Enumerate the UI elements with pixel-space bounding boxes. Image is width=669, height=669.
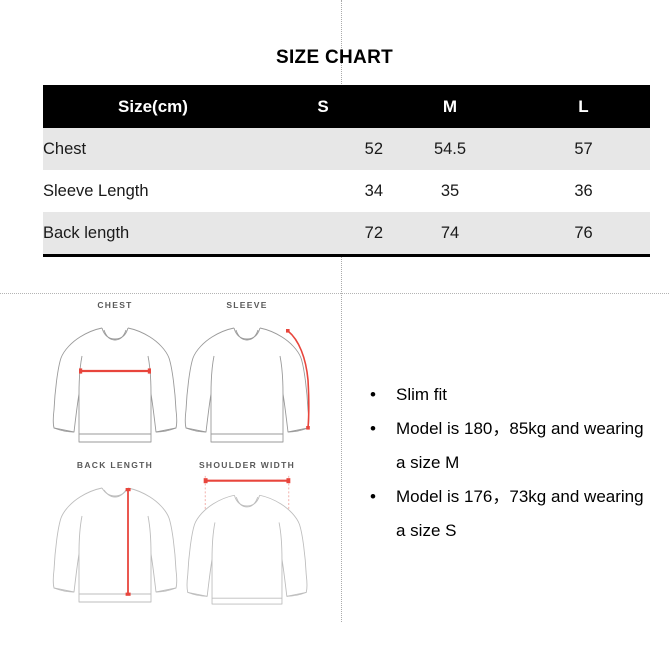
cell-chest-s: 52: [263, 128, 383, 170]
sweatshirt-back-length-measure-icon: [52, 487, 178, 603]
note-text-slim-fit: Slim fit: [396, 385, 447, 404]
list-item: • Model is 176，73kg and wearing a size S: [366, 480, 656, 548]
horizontal-guide-line: [0, 293, 669, 294]
note-text-model-s: Model is 176，73kg and wearing a size S: [396, 487, 644, 540]
diagram-label-back-length: BACK LENGTH: [76, 460, 154, 470]
fit-notes: • Slim fit • Model is 180，85kg and weari…: [366, 378, 656, 548]
bullet-icon: •: [370, 487, 376, 506]
cell-back-length-m: 74: [383, 212, 517, 254]
diagram-sleeve: SLEEVE: [172, 300, 322, 460]
note-text-model-m: Model is 180，85kg and wearing a size M: [396, 419, 644, 472]
cell-sleeve-length-l: 36: [517, 170, 650, 212]
column-header-l: L: [517, 85, 650, 128]
row-label-chest: Chest: [43, 128, 263, 170]
table-row: Back length 72 74 76: [43, 212, 650, 254]
diagram-label-shoulder-width: SHOULDER WIDTH: [198, 460, 296, 470]
size-table-container: Size(cm) S M L Chest 52 54.5 57 Sleeve L…: [43, 85, 650, 257]
diagram-chest: CHEST: [40, 300, 190, 460]
cell-back-length-l: 76: [517, 212, 650, 254]
sweatshirt-sleeve-measure-icon: [184, 327, 310, 443]
table-header-row: Size(cm) S M L: [43, 85, 650, 128]
cell-chest-m: 54.5: [383, 128, 517, 170]
cell-back-length-s: 72: [263, 212, 383, 254]
fit-notes-list: • Slim fit • Model is 180，85kg and weari…: [366, 378, 656, 548]
diagram-label-chest: CHEST: [97, 300, 133, 310]
list-item: • Model is 180，85kg and wearing a size M: [366, 412, 656, 480]
table-row: Chest 52 54.5 57: [43, 128, 650, 170]
column-header-s: S: [263, 85, 383, 128]
cell-chest-l: 57: [517, 128, 650, 170]
sweatshirt-shoulder-width-measure-icon: [186, 475, 308, 605]
column-header-size: Size(cm): [43, 85, 263, 128]
page-title: SIZE CHART: [276, 47, 393, 68]
cell-sleeve-length-m: 35: [383, 170, 517, 212]
vertical-guide-line: [341, 0, 342, 622]
size-table-body: Chest 52 54.5 57 Sleeve Length 34 35 36 …: [43, 128, 650, 254]
row-label-sleeve-length: Sleeve Length: [43, 170, 263, 212]
cell-sleeve-length-s: 34: [263, 170, 383, 212]
list-item: • Slim fit: [366, 378, 656, 412]
column-header-m: M: [383, 85, 517, 128]
bullet-icon: •: [370, 385, 376, 404]
size-table: Size(cm) S M L Chest 52 54.5 57 Sleeve L…: [43, 85, 650, 254]
diagram-label-sleeve: SLEEVE: [226, 300, 268, 310]
row-label-back-length: Back length: [43, 212, 263, 254]
diagram-shoulder-width: SHOULDER WIDTH: [172, 460, 322, 620]
table-row: Sleeve Length 34 35 36: [43, 170, 650, 212]
size-table-header: Size(cm) S M L: [43, 85, 650, 128]
diagram-back-length: BACK LENGTH: [40, 460, 190, 620]
bullet-icon: •: [370, 419, 376, 438]
garment-diagrams: CHEST: [0, 296, 341, 626]
sweatshirt-chest-measure-icon: [52, 327, 178, 443]
